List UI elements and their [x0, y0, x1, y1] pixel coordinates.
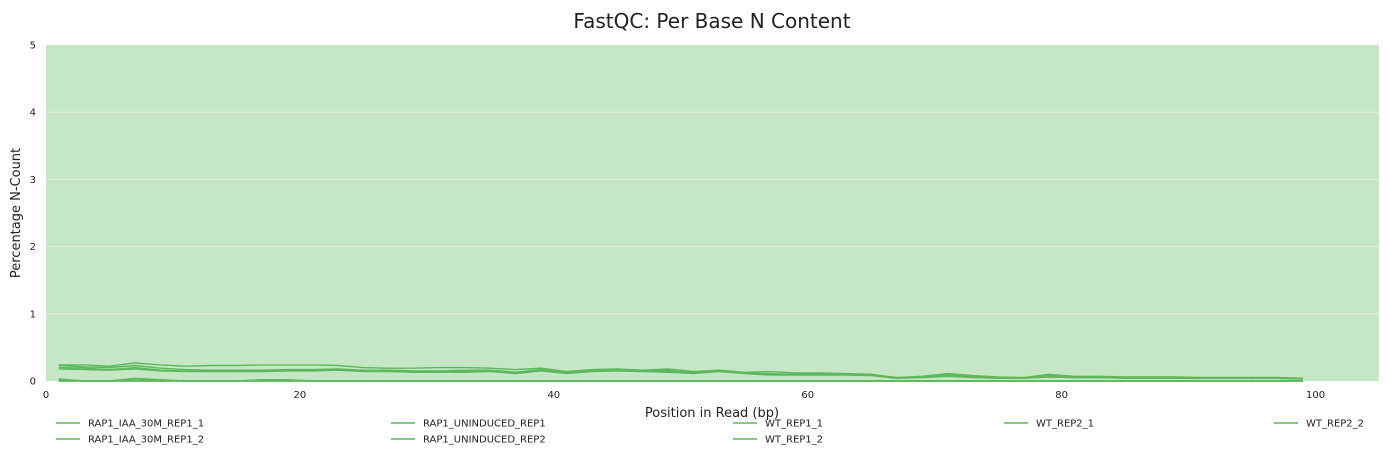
legend-item[interactable]: WT_REP1_2 — [733, 435, 823, 446]
y-tick-label: 3 — [30, 175, 36, 186]
legend: RAP1_IAA_30M_REP1_1 RAP1_IAA_30M_REP1_2 RA… — [56, 419, 1364, 446]
legend-item[interactable]: WT_REP2_1 — [1004, 419, 1094, 430]
legend-item[interactable]: RAP1_UNINDUCED_REP2 — [391, 435, 546, 446]
legend-label: RAP1_IAA_30M_REP1_1 — [88, 419, 204, 430]
legend-label: WT_REP1_2 — [765, 435, 823, 446]
chart-title: FastQC: Per Base N Content — [573, 9, 850, 33]
legend-label: RAP1_UNINDUCED_REP2 — [423, 435, 546, 446]
y-axis-label: Percentage N-Count — [9, 148, 24, 278]
axis-ticks: 0 1 2 3 4 5 0 20 40 60 80 100 — [30, 41, 1325, 402]
legend-item[interactable]: RAP1_UNINDUCED_REP1 — [391, 419, 546, 430]
legend-item[interactable]: RAP1_IAA_30M_REP1_1 — [56, 419, 204, 430]
legend-item[interactable]: WT_REP1_1 — [733, 419, 823, 430]
legend-label: WT_REP1_1 — [765, 419, 823, 430]
x-axis-label: Position in Read (bp) — [645, 406, 779, 421]
series-lines — [58, 362, 1303, 382]
series-line-rap1-uninduced-rep2 — [58, 368, 1303, 380]
legend-label: WT_REP2_1 — [1036, 419, 1094, 430]
legend-label: WT_REP2_2 — [1306, 419, 1364, 430]
x-tick-label: 40 — [547, 390, 560, 401]
legend-label: RAP1_UNINDUCED_REP1 — [423, 419, 546, 430]
y-tick-label: 4 — [30, 108, 36, 119]
x-tick-label: 100 — [1306, 390, 1325, 401]
grid-lines — [46, 44, 1379, 315]
y-tick-label: 1 — [30, 309, 36, 320]
legend-label: RAP1_IAA_30M_REP1_2 — [88, 435, 204, 446]
x-tick-label: 0 — [43, 390, 49, 401]
legend-item[interactable]: RAP1_IAA_30M_REP1_2 — [56, 435, 204, 446]
x-tick-label: 60 — [801, 390, 814, 401]
plot-background — [46, 45, 1379, 381]
y-tick-label: 5 — [30, 41, 36, 52]
x-tick-label: 80 — [1055, 390, 1068, 401]
legend-item[interactable]: WT_REP2_2 — [1274, 419, 1364, 430]
y-tick-label: 2 — [30, 242, 36, 253]
x-tick-label: 20 — [294, 390, 307, 401]
y-tick-label: 0 — [30, 377, 36, 388]
